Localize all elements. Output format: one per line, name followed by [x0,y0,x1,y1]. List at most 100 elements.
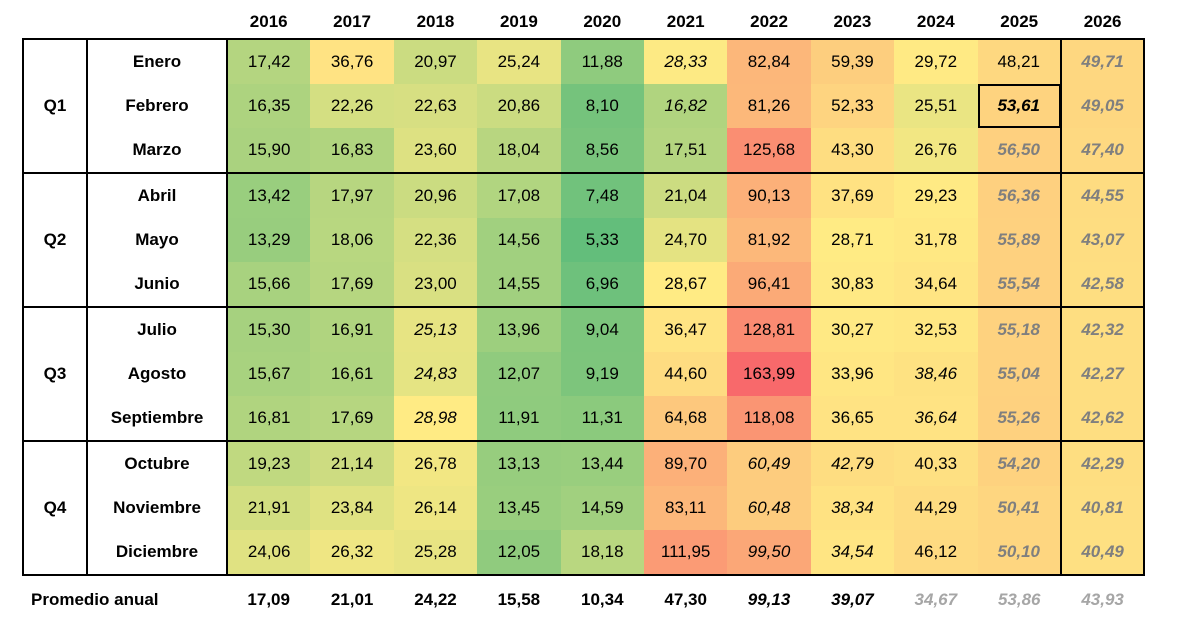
value-cell-2016: 13,29 [227,218,311,262]
value-cell-2025: 50,41 [977,486,1061,530]
value-cell-2019: 13,45 [477,486,561,530]
average-value-2026: 43,93 [1060,575,1145,624]
value-cell-2018: 20,96 [393,172,478,218]
value-cell-2024: 29,72 [894,38,978,84]
average-value-2019: 15,58 [477,575,561,624]
value-cell-2019: 14,55 [477,262,561,308]
table-row-enero: Q1 Enero 17,42 36,76 20,97 25,24 11,88 28,33 82,… [22,38,1146,174]
value-cell-2025: 56,50 [977,128,1061,174]
value-cell-2024: 29,23 [894,172,978,218]
value-cell-2024: 26,76 [894,128,978,174]
value-cell-2026: 49,05 [1059,84,1146,128]
value-cell-2022: 125,68 [727,128,811,174]
table-row-mayo: Mayo 13,29 18,06 22,36 14,56 5,33 24,70 81,92 28… [23,218,1146,262]
average-value-2022: 99,13 [727,575,811,624]
year-header-2023: 2023 [810,6,895,39]
value-cell-2021: 21,04 [643,172,728,218]
value-cell-2023: 30,83 [810,262,895,308]
value-cell-2022: 128,81 [727,306,811,352]
value-cell-2017: 23,84 [310,486,394,530]
value-cell-2017: 21,14 [310,440,394,486]
value-cell-2020: 14,59 [560,486,644,530]
year-header-2026: 2026 [1060,6,1145,39]
average-value-2023: 39,07 [810,575,895,624]
year-header-2022: 2022 [727,6,811,39]
value-cell-2019: 20,86 [477,84,561,128]
average-value-2017: 21,01 [310,575,394,624]
value-cell-2025: 55,89 [977,218,1061,262]
value-cell-2021: 44,60 [643,352,728,396]
value-cell-2020: 7,48 [560,172,644,218]
value-cell-2020: 9,19 [560,352,644,396]
monthly-values-table: 2016 2017 2018 2019 2020 2021 2022 2023 2024 2025… [22,6,1146,624]
value-cell-2023: 34,54 [810,530,895,576]
value-cell-2022: 118,08 [727,396,811,442]
value-cell-2026: 42,58 [1059,262,1146,308]
value-cell-2017: 26,32 [310,530,394,576]
value-cell-2020: 9,04 [560,306,644,352]
value-cell-2018: 24,83 [393,352,478,396]
month-label: Junio [86,262,228,308]
year-header-2025: 2025 [977,6,1061,39]
value-cell-2022: 60,49 [727,440,811,486]
value-cell-2024: 34,64 [894,262,978,308]
month-label: Febrero [86,84,228,128]
value-cell-2016: 15,30 [227,306,311,352]
value-cell-2025: 54,20 [977,440,1061,486]
table-row-marzo: Marzo 15,90 16,83 23,60 18,04 8,56 17,51 125,68… [23,128,1146,174]
value-cell-2026: 42,62 [1059,396,1146,442]
value-cell-2016: 21,91 [227,486,311,530]
value-cell-2022: 96,41 [727,262,811,308]
value-cell-2018: 22,63 [393,84,478,128]
value-cell-2021: 28,67 [643,262,728,308]
average-label: Promedio anual [23,575,227,624]
value-cell-2025: 50,10 [977,530,1061,576]
value-cell-2021: 64,68 [643,396,728,442]
value-cell-2023: 30,27 [810,306,895,352]
value-cell-2018: 25,13 [393,306,478,352]
year-header-2018: 2018 [393,6,478,39]
header-spacer-quarter [23,6,87,39]
month-label: Octubre [86,440,228,486]
value-cell-2017: 16,83 [310,128,394,174]
value-cell-2024: 46,12 [894,530,978,576]
value-cell-2026: 40,81 [1059,486,1146,530]
value-cell-2026: 40,49 [1059,530,1146,576]
value-cell-2024: 44,29 [894,486,978,530]
value-cell-2022: 81,92 [727,218,811,262]
table-row-abril: Q2 Abril 13,42 17,97 20,96 17,08 7,48 21,04 90,1… [22,172,1146,308]
value-cell-2021: 17,51 [643,128,728,174]
value-cell-2017: 17,97 [310,172,394,218]
value-cell-2021: 36,47 [643,306,728,352]
value-cell-2016: 15,66 [227,262,311,308]
value-cell-2023: 43,30 [810,128,895,174]
value-cell-2016: 13,42 [227,172,311,218]
month-label: Diciembre [86,530,228,576]
value-cell-2023: 36,65 [810,396,895,442]
value-cell-2025: 55,18 [977,306,1061,352]
value-cell-2024: 31,78 [894,218,978,262]
value-cell-2016: 15,90 [227,128,311,174]
month-label: Julio [86,306,228,352]
year-header-2019: 2019 [477,6,561,39]
month-label: Abril [86,172,228,218]
quarter-label-q3: Q3 [22,306,88,442]
value-cell-2026: 42,29 [1059,440,1146,486]
value-cell-2020: 5,33 [560,218,644,262]
value-cell-2020: 11,31 [560,396,644,442]
value-cell-2026: 43,07 [1059,218,1146,262]
value-cell-2025: 53,61 [977,84,1061,128]
year-header-2016: 2016 [227,6,311,39]
value-cell-2021: 111,95 [643,530,728,576]
table-row-octubre: Q4 Octubre 19,23 21,14 26,78 13,13 13,44 89,70 6… [22,440,1146,576]
value-cell-2018: 26,14 [393,486,478,530]
value-cell-2019: 25,24 [477,38,561,84]
value-cell-2021: 16,82 [643,84,728,128]
value-cell-2019: 11,91 [477,396,561,442]
value-cell-2025: 55,04 [977,352,1061,396]
table-row-noviembre: Noviembre 21,91 23,84 26,14 13,45 14,59 83,11 6… [23,486,1146,530]
value-cell-2023: 52,33 [810,84,895,128]
year-header-2020: 2020 [560,6,644,39]
value-cell-2019: 12,05 [477,530,561,576]
value-cell-2024: 38,46 [894,352,978,396]
